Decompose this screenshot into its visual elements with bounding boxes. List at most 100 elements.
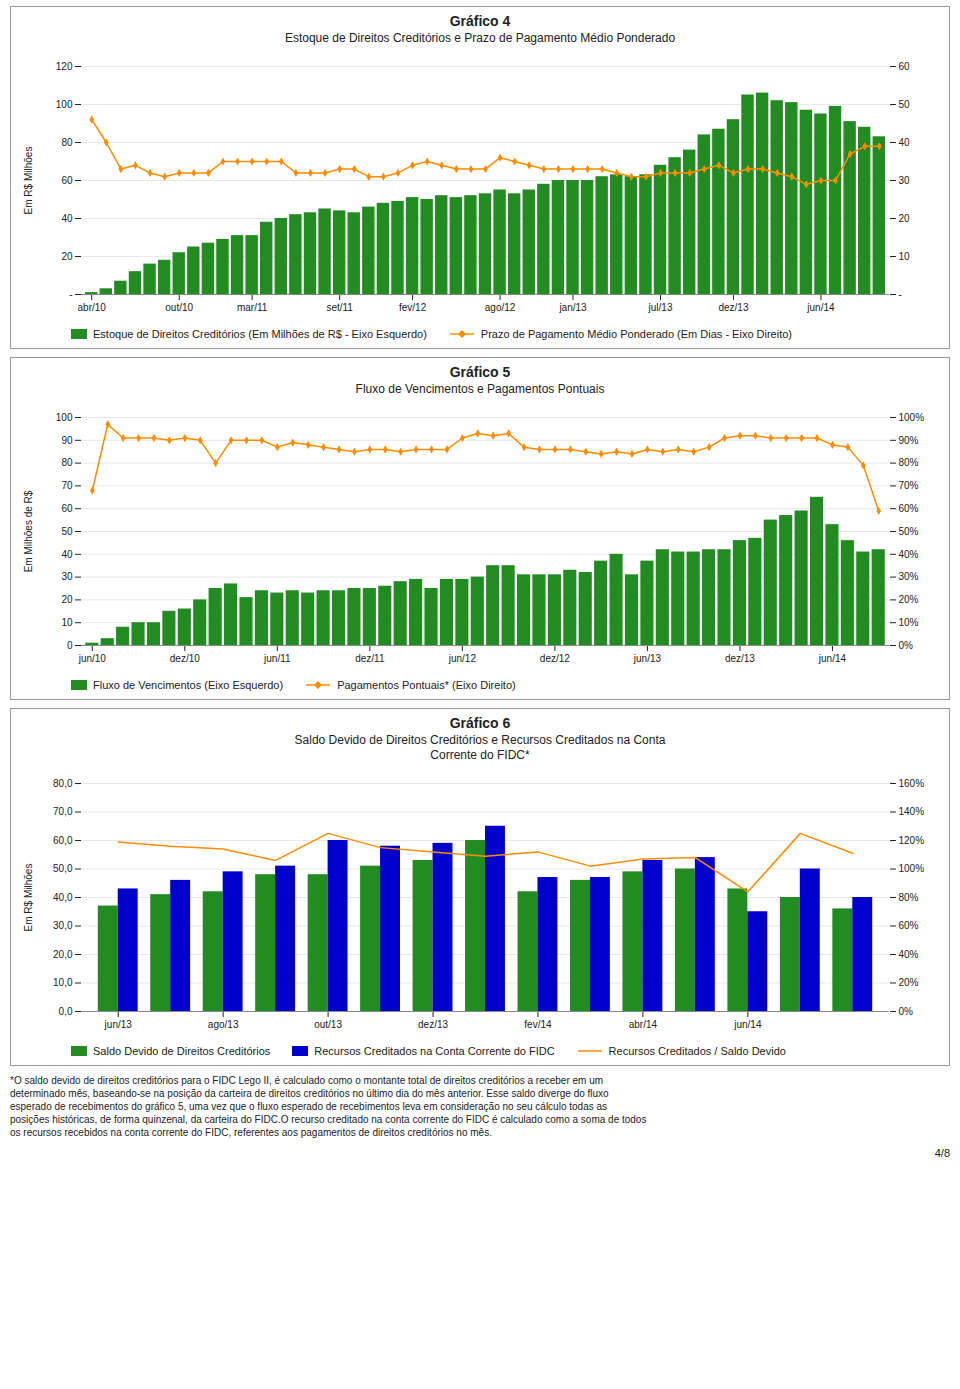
svg-text:90%: 90% — [899, 435, 919, 446]
svg-text:10,0: 10,0 — [53, 977, 73, 988]
svg-text:0,0: 0,0 — [59, 1006, 73, 1017]
svg-text:jun/10: jun/10 — [78, 653, 107, 664]
html-text:Saldo Devido de Direitos Credi: Saldo Devido de Direitos Creditórios — [93, 1045, 271, 1057]
svg-text:20: 20 — [61, 251, 73, 262]
svg-text:60: 60 — [61, 175, 73, 186]
svg-text:20: 20 — [899, 213, 911, 224]
svg-text:10%: 10% — [899, 617, 919, 628]
svg-text:fev/12: fev/12 — [399, 302, 427, 313]
html-text:determinado mês, baseando-se n: determinado mês, baseando-se na posição … — [10, 1088, 609, 1099]
svg-text:80: 80 — [61, 457, 73, 468]
svg-text:Em R$ Milhões: Em R$ Milhões — [23, 864, 34, 932]
svg-text:abr/14: abr/14 — [629, 1019, 658, 1030]
svg-text:60: 60 — [61, 503, 73, 514]
svg-text:Em Milhões de R$: Em Milhões de R$ — [23, 490, 34, 572]
svg-text:dez/13: dez/13 — [418, 1019, 448, 1030]
svg-text:jun/14: jun/14 — [733, 1019, 762, 1030]
svg-text:dez/13: dez/13 — [718, 302, 748, 313]
svg-text:80%: 80% — [899, 892, 919, 903]
svg-text:dez/13: dez/13 — [725, 653, 755, 664]
svg-text:-: - — [899, 289, 902, 300]
svg-text:dez/12: dez/12 — [540, 653, 570, 664]
svg-text:-: - — [69, 289, 72, 300]
svg-text:70: 70 — [61, 480, 73, 491]
svg-text:set/11: set/11 — [326, 302, 353, 313]
html-text:Gráfico 5: Gráfico 5 — [449, 364, 511, 380]
svg-text:fev/14: fev/14 — [524, 1019, 552, 1030]
svg-text:40%: 40% — [899, 949, 919, 960]
svg-text:30: 30 — [899, 175, 911, 186]
svg-text:mar/11: mar/11 — [237, 302, 268, 313]
html-text:Saldo Devido de Direitos Credi: Saldo Devido de Direitos Creditórios e R… — [294, 733, 666, 747]
svg-text:abr/10: abr/10 — [78, 302, 107, 313]
svg-text:0%: 0% — [899, 640, 914, 651]
svg-text:dez/11: dez/11 — [355, 653, 385, 664]
html-text:Fluxo de Vencimentos (Eixo Esq: Fluxo de Vencimentos (Eixo Esquerdo) — [93, 679, 284, 691]
html-text:Corrente do FIDC*: Corrente do FIDC* — [430, 748, 530, 762]
html-text:Recursos Creditados / Saldo De: Recursos Creditados / Saldo Devido — [608, 1045, 786, 1057]
html-text:*O saldo devido de direitos cr: *O saldo devido de direitos creditórios … — [10, 1075, 604, 1086]
svg-text:60%: 60% — [899, 503, 919, 514]
html-text:Recursos Creditados na Conta C: Recursos Creditados na Conta Corrente do… — [314, 1045, 555, 1057]
svg-text:80,0: 80,0 — [53, 778, 73, 789]
svg-text:20: 20 — [61, 594, 73, 605]
html-text:Estoque de Direitos Creditório: Estoque de Direitos Creditórios e Prazo … — [284, 31, 676, 45]
svg-text:30%: 30% — [899, 571, 919, 582]
svg-text:Em R$ Milhões: Em R$ Milhões — [23, 147, 34, 215]
svg-text:40: 40 — [61, 213, 73, 224]
svg-text:40: 40 — [899, 137, 911, 148]
svg-text:30,0: 30,0 — [53, 920, 73, 931]
svg-text:jun/13: jun/13 — [633, 653, 662, 664]
svg-text:80%: 80% — [899, 457, 919, 468]
html-text:4/8: 4/8 — [934, 1147, 950, 1159]
svg-text:jun/12: jun/12 — [448, 653, 477, 664]
svg-text:10: 10 — [899, 251, 911, 262]
svg-text:ago/13: ago/13 — [208, 1019, 239, 1030]
svg-text:jul/13: jul/13 — [648, 302, 673, 313]
svg-text:140%: 140% — [899, 806, 925, 817]
svg-text:0%: 0% — [899, 1006, 914, 1017]
html-text:Gráfico 4: Gráfico 4 — [449, 13, 511, 29]
svg-text:60%: 60% — [899, 920, 919, 931]
html-text:Estoque de Direitos Creditório: Estoque de Direitos Creditórios (Em Milh… — [93, 328, 427, 340]
svg-text:100%: 100% — [899, 412, 925, 423]
svg-text:jun/13: jun/13 — [104, 1019, 133, 1030]
svg-text:160%: 160% — [899, 778, 925, 789]
svg-text:50: 50 — [61, 526, 73, 537]
svg-text:40: 40 — [61, 549, 73, 560]
svg-text:60,0: 60,0 — [53, 835, 73, 846]
svg-text:30: 30 — [61, 571, 73, 582]
svg-text:80: 80 — [61, 137, 73, 148]
svg-text:dez/10: dez/10 — [170, 653, 200, 664]
svg-text:100%: 100% — [899, 863, 925, 874]
svg-text:60: 60 — [899, 61, 911, 72]
svg-text:70,0: 70,0 — [53, 806, 73, 817]
svg-text:ago/12: ago/12 — [485, 302, 516, 313]
svg-text:20,0: 20,0 — [53, 949, 73, 960]
svg-text:out/13: out/13 — [314, 1019, 342, 1030]
html-text:Gráfico 6: Gráfico 6 — [449, 715, 511, 731]
svg-text:50,0: 50,0 — [53, 863, 73, 874]
svg-text:100: 100 — [56, 99, 73, 110]
svg-text:jun/14: jun/14 — [818, 653, 847, 664]
svg-text:jun/14: jun/14 — [806, 302, 835, 313]
svg-text:120%: 120% — [899, 835, 925, 846]
svg-text:40,0: 40,0 — [53, 892, 73, 903]
svg-text:out/10: out/10 — [165, 302, 193, 313]
html-text:Fluxo de Vencimentos e Pagamen: Fluxo de Vencimentos e Pagamentos Pontua… — [355, 382, 605, 396]
svg-text:20%: 20% — [899, 977, 919, 988]
svg-text:10: 10 — [61, 617, 73, 628]
svg-text:jun/11: jun/11 — [263, 653, 291, 664]
svg-text:90: 90 — [61, 435, 73, 446]
svg-text:50%: 50% — [899, 526, 919, 537]
svg-text:120: 120 — [56, 61, 73, 72]
svg-text:40%: 40% — [899, 549, 919, 560]
svg-text:jan/13: jan/13 — [558, 302, 587, 313]
svg-text:0: 0 — [67, 640, 73, 651]
svg-text:20%: 20% — [899, 594, 919, 605]
svg-text:50: 50 — [899, 99, 911, 110]
html-text:Prazo de Pagamento Médio Ponde: Prazo de Pagamento Médio Ponderado (Em D… — [480, 328, 792, 340]
html-text:Pagamentos Pontuais* (Eixo Dir: Pagamentos Pontuais* (Eixo Direito) — [337, 679, 516, 691]
svg-text:70%: 70% — [899, 480, 919, 491]
svg-text:100: 100 — [56, 412, 73, 423]
